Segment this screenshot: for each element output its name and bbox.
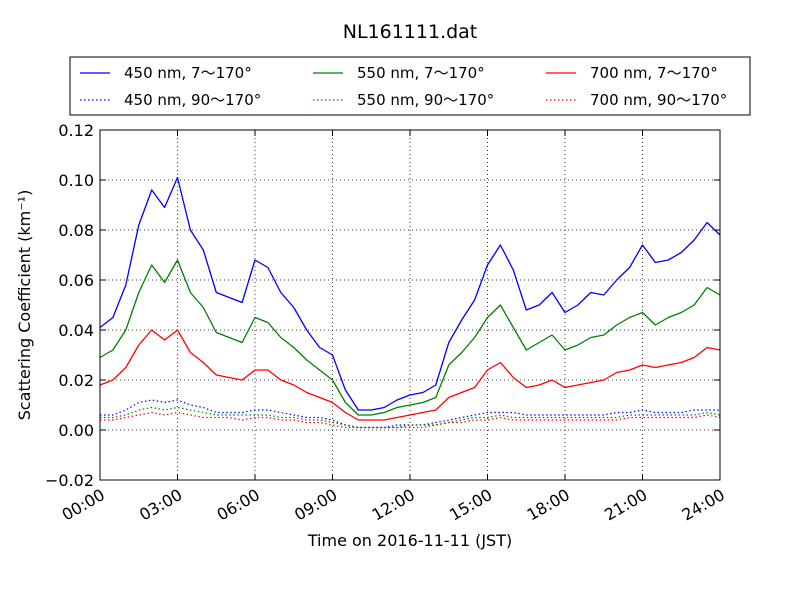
y-tick-label: 0.10 <box>58 171 94 190</box>
y-tick-label: 0.04 <box>58 321 94 340</box>
legend-label: 450 nm, 7～170° <box>124 64 252 82</box>
y-tick-label: 0.02 <box>58 371 94 390</box>
series-line <box>100 411 721 429</box>
y-axis-label: Scattering Coefficient (km⁻¹) <box>15 190 34 421</box>
legend-label: 550 nm, 90～170° <box>357 91 494 109</box>
y-tick-labels: −0.02 0.00 0.02 0.04 0.06 0.08 0.10 0.12 <box>45 121 94 490</box>
y-tick-label: 0.12 <box>58 121 94 140</box>
series-line <box>99 329 721 421</box>
legend-label: 550 nm, 7～170° <box>357 64 485 82</box>
y-tick-label: 0.06 <box>58 271 94 290</box>
legend: 450 nm, 7～170° 550 nm, 7～170° 700 nm, 7～17… <box>69 56 751 116</box>
y-tick-label: 0.08 <box>58 221 94 240</box>
legend-label: 700 nm, 90～170° <box>590 91 727 109</box>
legend-label: 700 nm, 7～170° <box>590 64 718 82</box>
series-layer <box>99 176 721 429</box>
series-line <box>99 259 721 416</box>
series-line <box>100 399 720 429</box>
series-line <box>99 176 721 411</box>
chart-title: NL161111.dat <box>343 21 478 43</box>
legend-label: 450 nm, 90～170° <box>124 91 261 109</box>
y-tick-label: 0.00 <box>58 421 94 440</box>
y-tick-label: −0.02 <box>45 471 94 490</box>
x-axis-label: Time on 2016-11-11 (JST) <box>307 531 512 550</box>
axis-ticks <box>99 129 721 481</box>
legend-box <box>69 56 751 116</box>
